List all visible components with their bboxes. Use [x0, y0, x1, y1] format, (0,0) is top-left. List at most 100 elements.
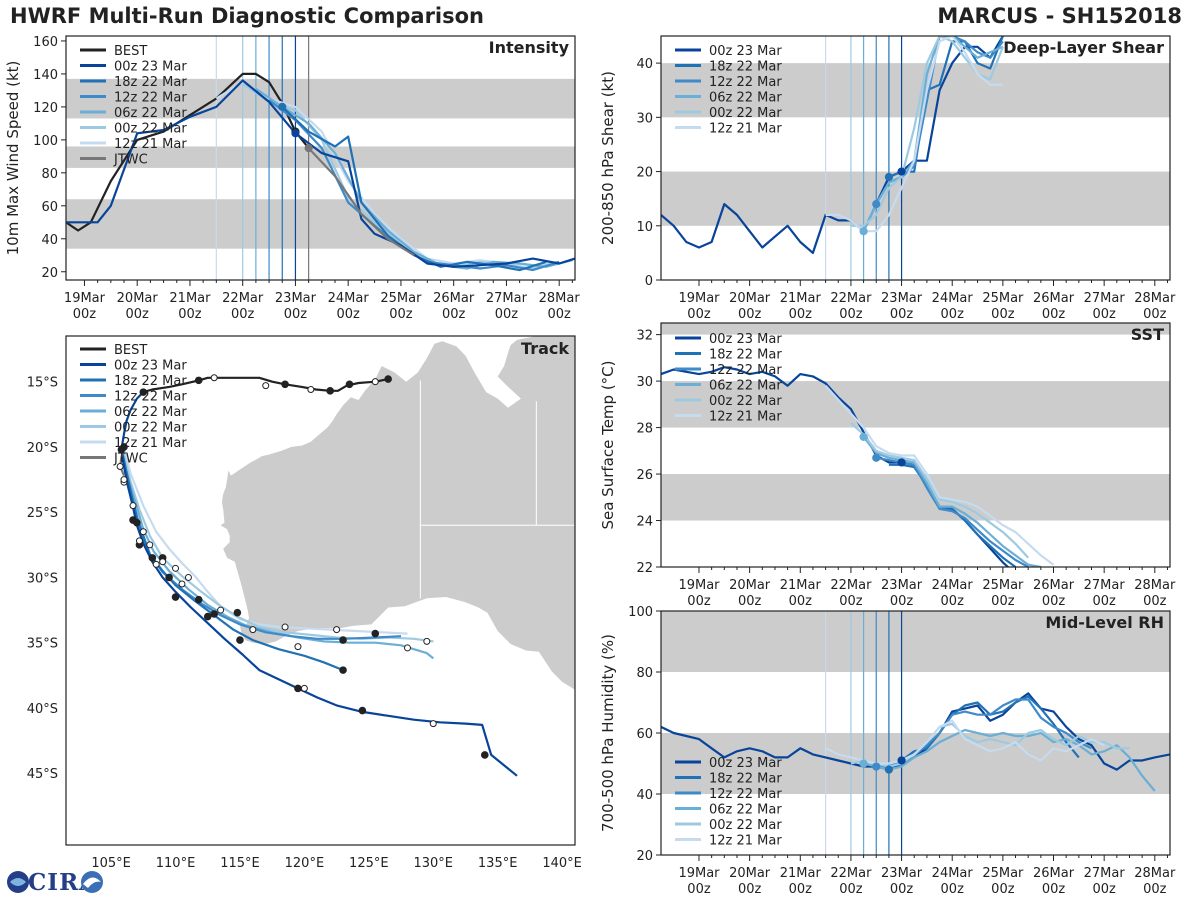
legend-entry-12z-22-mar: 12z 22 Mar: [709, 75, 782, 90]
series-line-06z-22-mar: [862, 36, 1004, 232]
plot-area: [661, 611, 1170, 855]
x-tick-label-day: 24Mar: [932, 291, 974, 306]
x-tick-label-hour: 00z: [991, 594, 1015, 609]
legend-entry-12z-21-mar: 12z 21 Mar: [709, 834, 782, 849]
y-tick-label: 40: [636, 788, 653, 803]
x-tick-label-hour: 00z: [941, 307, 965, 322]
x-tick-label-hour: 00z: [941, 882, 965, 897]
x-tick-label-day: 25Mar: [982, 291, 1024, 306]
x-tick-label-day: 21Mar: [780, 291, 822, 306]
y-tick-label: 30: [636, 375, 653, 390]
x-tick-label-day: 19Mar: [678, 866, 720, 881]
series-line-best: [66, 72, 310, 232]
x-tick-label-hour: 00z: [389, 307, 413, 322]
y-axis-label: Sea Surface Temp (°C): [599, 360, 617, 529]
panel-title: Track: [521, 339, 569, 358]
track-point-00z-23-mar: [480, 751, 489, 759]
legend-entry-18z-22-mar: 18z 22 Mar: [709, 348, 782, 363]
legend-entry-12z-22-mar: 12z 22 Mar: [709, 363, 782, 378]
x-tick-label: 140°E: [542, 856, 582, 871]
plot-area: [661, 323, 1170, 567]
panel-title: Mid-Level RH: [1045, 613, 1164, 632]
track-point-open-12z-21-mar: [172, 564, 180, 572]
legend-entry-00z-23-mar: 00z 23 Mar: [114, 60, 187, 75]
legend-entry-18z-22-mar: 18z 22 Mar: [114, 374, 187, 389]
x-tick-label-day: 27Mar: [1084, 291, 1126, 306]
legend-entry-jtwc: JTWC: [113, 153, 148, 168]
axes-frame: [660, 322, 1171, 568]
x-tick-label: 110°E: [156, 856, 196, 871]
y-axis-label: 700-500 hPa Humidity (%): [599, 634, 617, 832]
shaded-band: [661, 474, 1170, 521]
legend-entry-jtwc: JTWC: [113, 452, 148, 467]
x-tick-label-day: 24Mar: [328, 291, 370, 306]
x-tick-label-hour: 00z: [1143, 882, 1167, 897]
track-point-12z-22-mar: [339, 636, 347, 644]
x-tick-label-hour: 00z: [73, 307, 97, 322]
series-line-00z-22-mar: [850, 722, 1130, 768]
y-axis-label: 200-850 hPa Shear (kt): [599, 71, 617, 245]
x-tick-label-hour: 00z: [1143, 594, 1167, 609]
x-tick-label-hour: 00z: [231, 307, 255, 322]
marker-18z-22-mar: [278, 102, 287, 111]
track-point-open-jtwc: [120, 476, 128, 484]
series-line-00z-22-mar: [850, 422, 1030, 559]
y-tick-label: 140: [33, 68, 58, 83]
x-tick-label: 120°E: [285, 856, 325, 871]
y-tick-label: 10: [636, 220, 653, 235]
x-tick-label-hour: 00z: [1092, 882, 1116, 897]
x-tick-label-day: 22Mar: [830, 578, 872, 593]
x-tick-label: 105°E: [91, 856, 131, 871]
x-tick-label-hour: 00z: [738, 307, 762, 322]
y-tick-label: 20: [636, 166, 653, 181]
legend-entry-00z-22-mar: 00z 22 Mar: [114, 122, 187, 137]
x-tick-label-hour: 00z: [687, 594, 711, 609]
land-western-australia: [220, 336, 575, 690]
x-tick-label-day: 28Mar: [539, 291, 581, 306]
y-tick-label: 25°S: [27, 506, 58, 521]
legend-entry-18z-22-mar: 18z 22 Mar: [114, 75, 187, 90]
x-tick-label-day: 28Mar: [1134, 578, 1176, 593]
y-tick-label: 80: [636, 666, 653, 681]
y-tick-label: 60: [41, 200, 58, 215]
track-point-18z-22-mar: [133, 518, 141, 527]
x-tick-label-day: 27Mar: [1084, 578, 1126, 593]
x-tick-label-day: 22Mar: [222, 291, 264, 306]
x-tick-label-hour: 00z: [789, 882, 813, 897]
y-tick-label: 45°S: [27, 767, 58, 782]
x-tick-label-hour: 00z: [1042, 882, 1066, 897]
marker-18z-22-mar: [884, 765, 894, 774]
legend-entry-best: BEST: [114, 44, 147, 59]
shaded-band: [66, 199, 575, 249]
legend-entry-00z-22-mar: 00z 22 Mar: [709, 394, 782, 409]
shaded-band: [661, 323, 1170, 335]
marker-00z-23-mar: [897, 756, 906, 765]
y-tick-label: 30°S: [27, 571, 58, 586]
track-point-best: [139, 388, 148, 396]
axes-frame: [65, 335, 576, 846]
track-point-00z-23-mar: [294, 684, 302, 693]
x-tick-label-hour: 00z: [284, 307, 308, 322]
track-point-open-best: [262, 382, 270, 390]
marker-12z-22-mar: [872, 453, 881, 462]
legend-entry-12z-22-mar: 12z 22 Mar: [114, 390, 187, 405]
track-point-best: [345, 380, 354, 389]
track-point-open-12z-21-mar: [139, 528, 147, 536]
x-tick-label-day: 21Mar: [780, 866, 822, 881]
figure-title: HWRF Multi-Run Diagnostic Comparison: [10, 4, 485, 28]
marker-06z-22-mar: [859, 227, 868, 236]
track-point-open-best: [371, 378, 379, 386]
track-point-18z-22-mar: [339, 666, 347, 674]
x-tick-label-day: 26Mar: [1033, 291, 1075, 306]
x-tick-label-day: 23Mar: [881, 578, 923, 593]
series-line-12z-21-mar: [825, 719, 1105, 765]
x-tick-label-day: 23Mar: [275, 291, 317, 306]
track-point-00z-23-mar: [148, 554, 157, 562]
x-tick-label-hour: 00z: [337, 307, 361, 322]
x-tick-label-hour: 00z: [789, 594, 813, 609]
y-tick-label: 20: [41, 266, 58, 281]
legend-entry-12z-21-mar: 12z 21 Mar: [709, 122, 782, 137]
marker-jtwc: [304, 144, 313, 153]
x-tick-label-day: 20Mar: [729, 578, 771, 593]
